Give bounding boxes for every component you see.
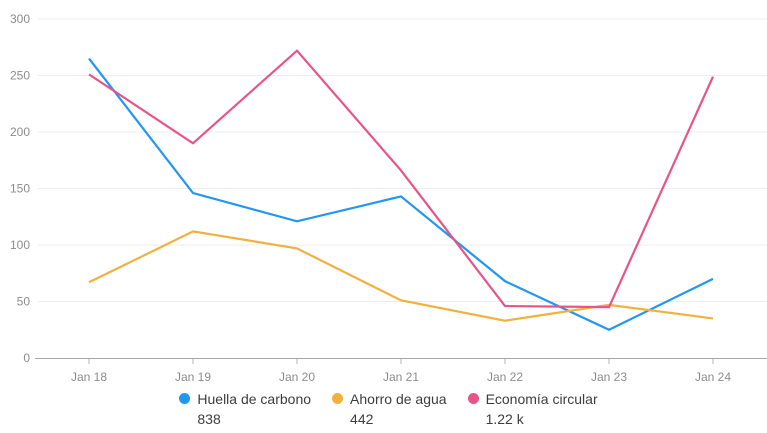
series-dot-icon: [179, 393, 191, 404]
y-axis-tick-label: 50: [17, 295, 31, 309]
series-dot-icon: [467, 393, 479, 404]
legend-label: Huella de carbono: [197, 391, 312, 407]
legend-item-huella-de-carbono[interactable]: Huella de carbono 838: [179, 389, 311, 429]
series-line: [88, 57, 714, 331]
x-axis-tick-label: Jan 20: [279, 370, 315, 384]
legend-label: Economía circular: [485, 391, 598, 407]
y-axis-tick-label: 0: [23, 351, 30, 365]
legend-total-value: 838: [197, 411, 221, 427]
y-axis-tick-label: 100: [10, 238, 30, 252]
x-axis-tick-label: Jan 21: [383, 370, 419, 384]
y-axis-tick-label: 250: [10, 69, 30, 83]
legend-item-economia-circular[interactable]: Economía circular 1.22 k: [467, 389, 598, 429]
series-dot-icon: [332, 393, 344, 404]
y-axis-tick-label: 300: [10, 12, 30, 26]
legend-total-value: 442: [350, 411, 374, 427]
chart-legend: Huella de carbono 838 Ahorro de agua 442…: [0, 389, 767, 429]
x-axis-tick-label: Jan 22: [487, 370, 523, 384]
x-axis-tick-label: Jan 24: [695, 370, 731, 384]
series-line: [88, 49, 715, 309]
y-axis-tick-label: 150: [10, 182, 30, 196]
x-axis-tick-label: Jan 19: [175, 370, 211, 384]
x-axis-tick-label: Jan 18: [71, 370, 107, 384]
legend-item-ahorro-de-agua[interactable]: Ahorro de agua 442: [332, 389, 447, 429]
x-axis-tick-label: Jan 23: [591, 370, 627, 384]
legend-label: Ahorro de agua: [350, 391, 447, 407]
legend-total-value: 1.22 k: [485, 411, 524, 427]
y-axis-tick-label: 200: [10, 125, 30, 139]
